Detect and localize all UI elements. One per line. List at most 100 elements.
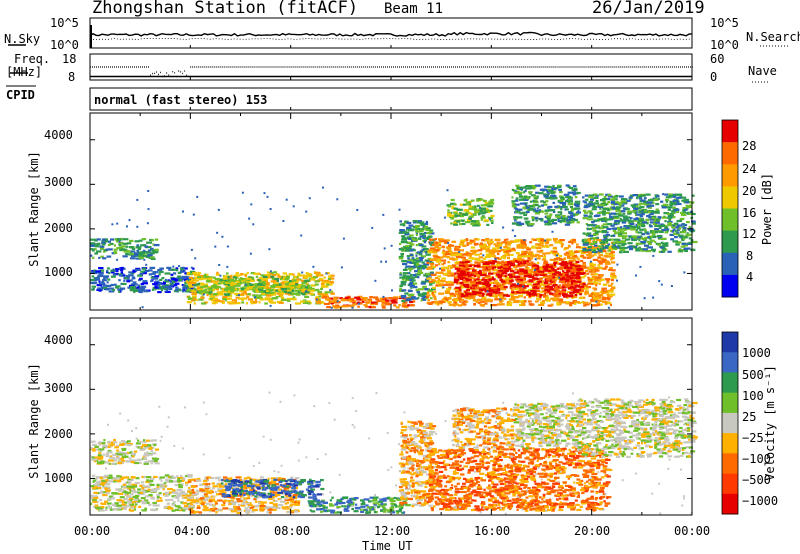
power-data-cell — [606, 279, 610, 282]
power-data-cell — [602, 213, 606, 216]
power-data-cell — [454, 248, 460, 251]
power-data-cell — [400, 294, 407, 298]
power-data-cell — [542, 300, 545, 303]
power-data-cell — [596, 302, 601, 305]
power-data-cell — [566, 275, 571, 278]
power-data-cell — [158, 282, 162, 285]
power-scatter-point — [469, 217, 472, 220]
power-data-cell — [304, 291, 310, 294]
power-data-cell — [229, 286, 235, 289]
power-data-cell — [202, 289, 207, 292]
power-data-cell — [494, 257, 500, 260]
power-data-cell — [485, 244, 487, 247]
power-data-cell — [491, 287, 498, 290]
power-data-cell — [276, 292, 280, 295]
power-data-cell — [473, 205, 477, 208]
power-data-cell — [189, 280, 195, 283]
power-data-cell — [423, 232, 427, 235]
power-data-cell — [241, 297, 247, 300]
power-data-cell — [244, 282, 250, 285]
power-data-cell — [610, 275, 613, 278]
power-data-cell — [280, 288, 287, 291]
velocity-data-cell — [112, 441, 118, 444]
power-scatter-point — [557, 218, 560, 221]
power-data-cell — [582, 247, 587, 251]
power-data-cell — [539, 277, 544, 280]
power-data-cell — [428, 302, 433, 305]
power-data-cell — [607, 201, 611, 204]
cpid-label: CPID — [6, 88, 35, 102]
power-data-cell — [154, 276, 158, 280]
power-data-cell — [594, 278, 599, 281]
power-data-cell — [381, 303, 384, 306]
power-data-cell — [465, 198, 468, 201]
power-data-cell — [357, 305, 360, 308]
power-data-cell — [572, 192, 579, 195]
power-data-cell — [651, 201, 655, 204]
power-data-cell — [525, 266, 528, 269]
power-data-cell — [578, 296, 584, 300]
power-data-cell — [399, 287, 402, 290]
power-data-cell — [124, 277, 128, 280]
power-data-cell — [500, 255, 505, 258]
power-data-cell — [571, 267, 577, 270]
power-data-cell — [522, 286, 526, 289]
power-data-cell — [503, 239, 507, 242]
power-data-cell — [415, 226, 419, 229]
power-data-cell — [487, 267, 493, 270]
power-data-cell — [129, 289, 135, 292]
power-data-cell — [556, 303, 561, 306]
power-data-cell — [544, 212, 549, 215]
power-data-cell — [598, 299, 602, 302]
power-data-cell — [423, 266, 428, 269]
power-data-cell — [159, 267, 164, 270]
power-data-cell — [582, 243, 589, 246]
power-data-cell — [507, 266, 511, 269]
power-data-cell — [533, 255, 538, 258]
power-data-cell — [446, 204, 451, 207]
power-data-cell — [151, 239, 154, 242]
velocity-data-cell — [150, 462, 153, 465]
velocity-data-cell — [132, 461, 135, 464]
power-data-cell — [212, 289, 215, 292]
power-data-cell — [399, 242, 402, 245]
power-data-cell — [426, 227, 431, 230]
power-data-cell — [546, 287, 551, 290]
power-data-cell — [456, 256, 462, 259]
power-data-cell — [157, 269, 162, 272]
power-data-cell — [544, 220, 549, 223]
power-data-cell — [561, 197, 565, 201]
power-data-cell — [643, 203, 650, 206]
power-data-cell — [563, 295, 568, 298]
power-data-cell — [484, 201, 490, 204]
power-data-cell — [438, 240, 445, 243]
velocity-data-cell — [148, 460, 154, 463]
power-data-cell — [545, 263, 550, 266]
power-data-cell — [139, 277, 143, 280]
power-data-cell — [148, 249, 152, 252]
power-data-cell — [573, 187, 578, 190]
power-data-cell — [575, 280, 580, 283]
power-data-cell — [187, 281, 194, 284]
power-data-cell — [401, 289, 407, 292]
power-data-cell — [504, 269, 508, 272]
power-data-cell — [590, 273, 595, 276]
power-data-cell — [642, 221, 647, 224]
power-data-cell — [671, 202, 677, 205]
power-data-cell — [155, 280, 160, 283]
power-data-cell — [640, 222, 645, 225]
power-data-cell — [546, 239, 550, 242]
power-data-cell — [136, 249, 140, 253]
power-data-cell — [356, 298, 362, 301]
power-data-cell — [277, 273, 280, 276]
power-data-cell — [201, 295, 204, 298]
power-data-cell — [535, 285, 542, 288]
power-scatter-point — [635, 274, 637, 277]
power-data-cell — [200, 296, 205, 299]
power-data-cell — [253, 272, 260, 275]
power-data-cell — [426, 267, 429, 270]
power-data-cell — [294, 286, 299, 289]
power-data-cell — [419, 233, 425, 236]
power-data-cell — [676, 201, 679, 204]
power-data-cell — [491, 221, 494, 224]
